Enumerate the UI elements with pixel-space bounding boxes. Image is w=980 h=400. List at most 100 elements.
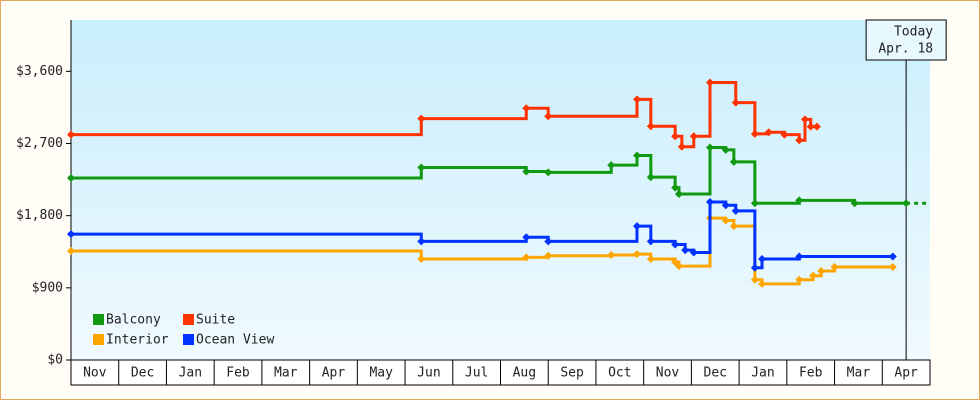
point bbox=[817, 266, 826, 275]
point bbox=[417, 237, 426, 246]
legend-label: Balcony bbox=[106, 313, 161, 328]
point bbox=[764, 128, 773, 137]
point bbox=[544, 237, 553, 246]
point bbox=[674, 262, 683, 271]
point bbox=[674, 190, 683, 199]
point bbox=[750, 275, 759, 284]
point bbox=[646, 173, 655, 182]
point bbox=[729, 222, 738, 231]
point bbox=[795, 275, 804, 284]
point bbox=[830, 262, 839, 271]
point bbox=[417, 163, 426, 172]
x-tick-label: Sep bbox=[560, 366, 584, 381]
point bbox=[902, 199, 911, 208]
point bbox=[812, 122, 821, 131]
x-tick-label: Nov bbox=[83, 366, 107, 381]
legend-label: Ocean View bbox=[196, 333, 274, 348]
point bbox=[806, 122, 815, 131]
today-label: Apr. 18 bbox=[878, 42, 933, 57]
y-tick-label: $1,800 bbox=[16, 208, 63, 223]
legend-swatch bbox=[183, 314, 194, 325]
point bbox=[67, 230, 75, 239]
point bbox=[780, 130, 789, 139]
point bbox=[729, 157, 738, 166]
point bbox=[721, 201, 730, 210]
today-label: Today bbox=[894, 25, 933, 40]
point bbox=[795, 252, 804, 261]
point bbox=[632, 250, 641, 259]
legend-swatch bbox=[183, 334, 194, 345]
point bbox=[544, 112, 553, 121]
point bbox=[809, 271, 818, 280]
x-tick-label: Apr bbox=[894, 366, 918, 381]
point bbox=[671, 132, 680, 141]
point bbox=[607, 250, 616, 259]
point bbox=[632, 151, 641, 160]
y-tick-label: $900 bbox=[32, 280, 63, 295]
x-tick-label: Oct bbox=[608, 366, 631, 381]
point bbox=[67, 246, 75, 255]
today-box bbox=[865, 19, 947, 61]
point bbox=[544, 168, 553, 177]
legend-swatch bbox=[93, 314, 104, 325]
point bbox=[67, 130, 75, 139]
point bbox=[646, 237, 655, 246]
point bbox=[731, 98, 740, 107]
x-tick-label: Dec bbox=[704, 366, 727, 381]
point bbox=[677, 142, 686, 151]
point bbox=[681, 246, 690, 255]
point bbox=[417, 114, 426, 123]
x-tick-label: Jul bbox=[465, 366, 488, 381]
point bbox=[731, 206, 740, 215]
point bbox=[800, 115, 809, 124]
point bbox=[706, 143, 715, 152]
x-tick-label: Mar bbox=[847, 366, 871, 381]
x-tick-label: Apr bbox=[322, 366, 346, 381]
legend-label: Interior bbox=[106, 333, 169, 348]
point bbox=[758, 254, 767, 263]
y-tick-label: $0 bbox=[47, 353, 63, 368]
point bbox=[706, 198, 715, 207]
x-tick-label: Nov bbox=[656, 366, 680, 381]
point bbox=[544, 251, 553, 260]
y-tick-label: $3,600 bbox=[16, 64, 63, 79]
x-tick-label: Jun bbox=[417, 366, 440, 381]
x-tick-label: Feb bbox=[226, 366, 250, 381]
point bbox=[522, 253, 531, 262]
point bbox=[750, 263, 759, 272]
point bbox=[671, 183, 680, 192]
point bbox=[689, 248, 698, 257]
point bbox=[522, 233, 531, 242]
legend-label: Suite bbox=[196, 313, 235, 328]
point bbox=[522, 104, 531, 113]
point bbox=[646, 122, 655, 131]
x-tick-label: Jan bbox=[179, 366, 202, 381]
point bbox=[795, 196, 804, 205]
point bbox=[632, 222, 641, 231]
point bbox=[888, 252, 897, 261]
point bbox=[646, 254, 655, 263]
legend-swatch bbox=[93, 334, 104, 345]
x-tick-label: Feb bbox=[799, 366, 823, 381]
x-tick-label: Dec bbox=[131, 366, 154, 381]
x-tick-label: Aug bbox=[513, 366, 536, 381]
point bbox=[850, 199, 859, 208]
x-tick-label: Mar bbox=[274, 366, 298, 381]
point bbox=[888, 262, 897, 271]
point bbox=[632, 95, 641, 104]
point bbox=[417, 254, 426, 263]
x-tick-label: May bbox=[369, 366, 393, 381]
plot-area bbox=[71, 20, 930, 360]
point bbox=[706, 78, 715, 87]
point bbox=[721, 216, 730, 225]
point bbox=[750, 199, 759, 208]
point bbox=[671, 240, 680, 249]
point bbox=[67, 173, 75, 182]
point bbox=[522, 167, 531, 176]
point bbox=[758, 279, 767, 288]
point bbox=[607, 161, 616, 170]
y-tick-label: $2,700 bbox=[16, 136, 63, 151]
point bbox=[721, 145, 730, 154]
point bbox=[689, 132, 698, 141]
